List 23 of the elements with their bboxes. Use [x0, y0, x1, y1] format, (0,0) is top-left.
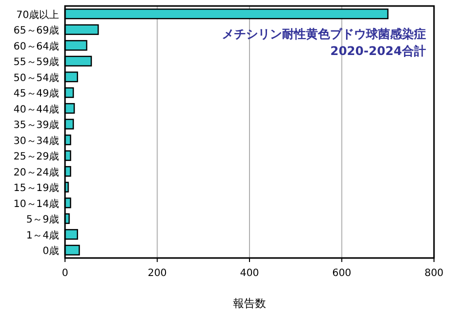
y-tick-label: 15～19歳	[14, 182, 59, 194]
x-tick-label: 600	[332, 268, 352, 279]
y-tick-label: 55～59歳	[14, 56, 59, 68]
y-tick-label: 50～54歳	[14, 72, 59, 84]
y-tick-label: 20～24歳	[14, 166, 59, 178]
x-tick-label: 0	[62, 268, 68, 279]
x-tick-label: 400	[240, 268, 260, 279]
y-tick-label: 1～4歳	[26, 229, 59, 242]
y-tick-label: 0歳	[42, 245, 59, 258]
x-axis-title: 報告数	[233, 297, 266, 310]
x-tick-label: 200	[148, 268, 167, 279]
y-tick-label: 25～29歳	[14, 150, 59, 163]
x-tick-label: 800	[424, 268, 444, 279]
y-tick-label: 35～39歳	[14, 119, 59, 132]
y-tick-label: 40～44歳	[14, 103, 59, 116]
y-tick-label: 30～34歳	[14, 134, 59, 147]
y-tick-label: 60～64歳	[14, 40, 59, 52]
y-tick-label: 5～9歳	[26, 214, 59, 226]
y-tick-label: 70歳以上	[16, 8, 59, 21]
y-tick-label: 10～14歳	[14, 198, 59, 210]
text: メチシリン耐性黄色ブドウ球菌感染症 2020-2024合計	[222, 27, 426, 58]
y-tick-label: 45～49歳	[14, 88, 59, 100]
y-tick-label: 65～69歳	[14, 24, 59, 37]
